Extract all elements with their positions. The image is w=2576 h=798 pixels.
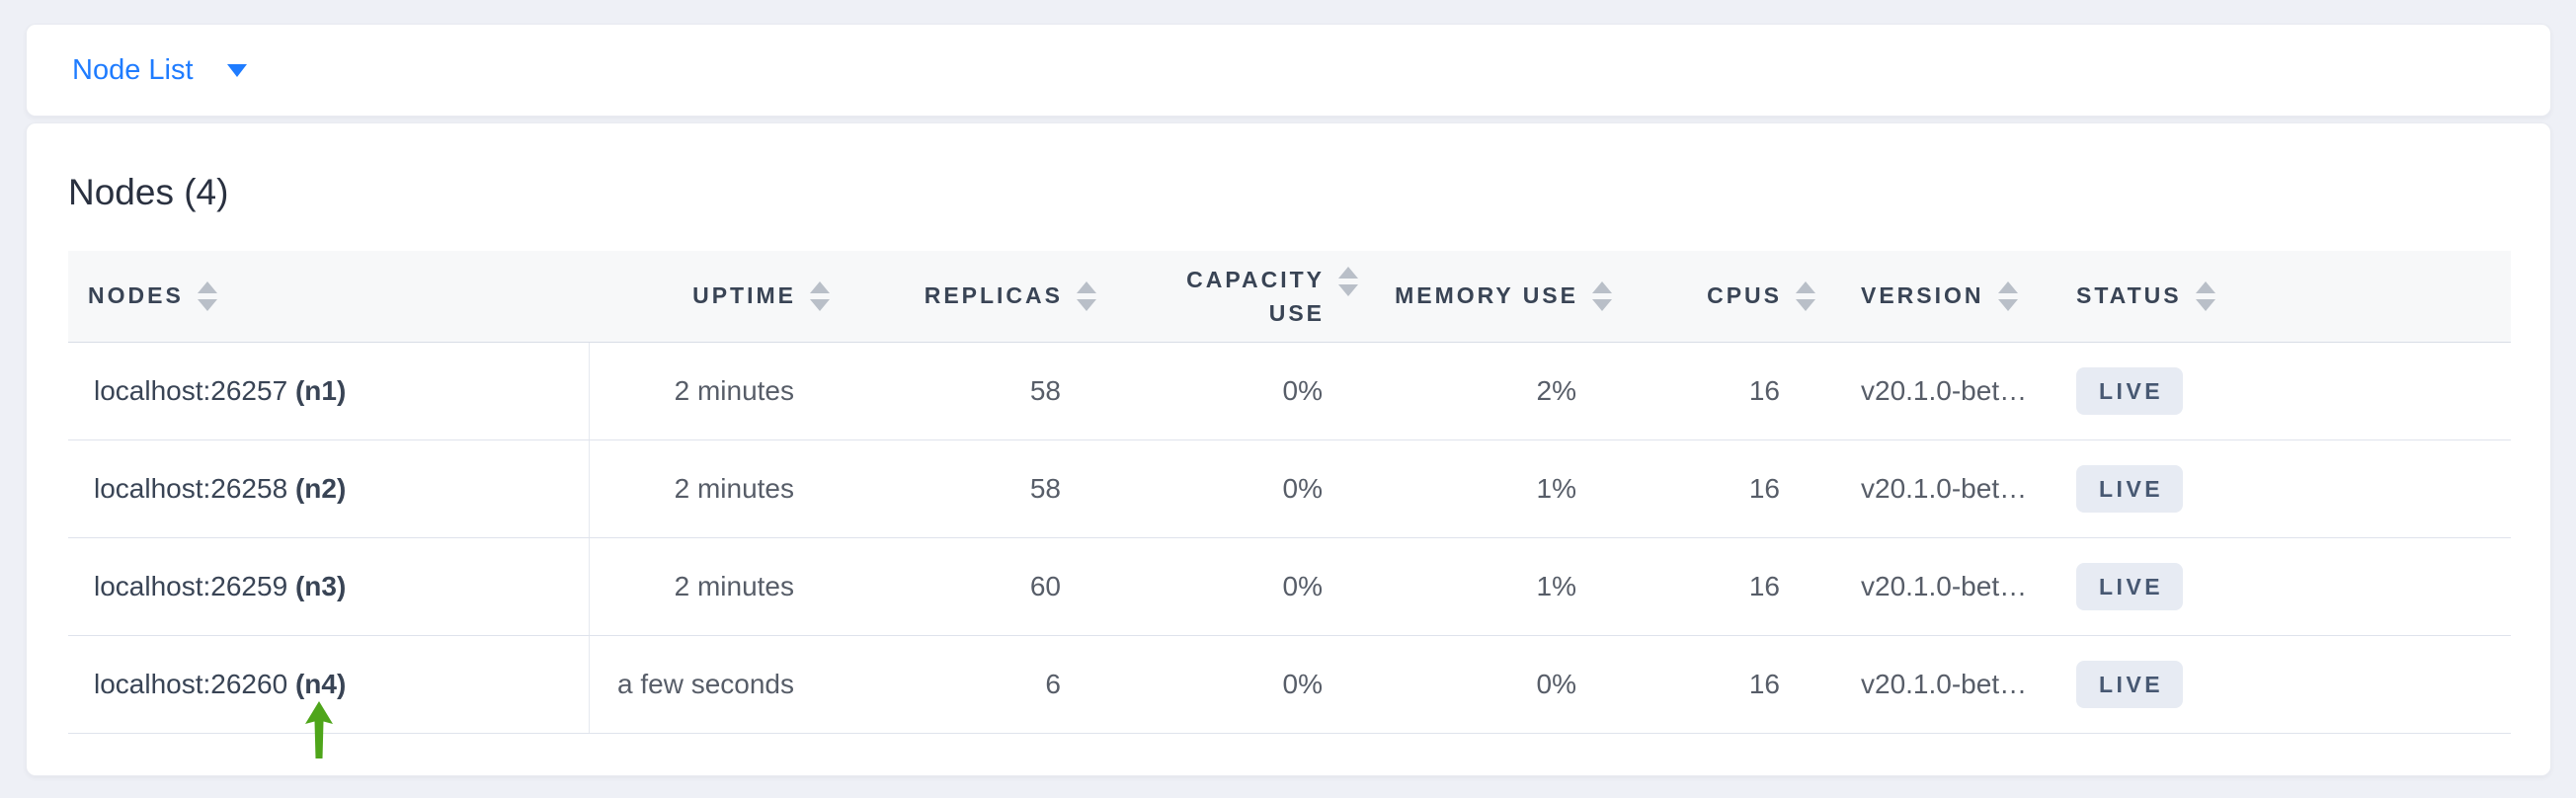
column-header-memory-use-label: MEMORY USE: [1395, 282, 1578, 309]
status-badge: LIVE: [2076, 366, 2184, 415]
cpus-cell: 16: [1618, 537, 1821, 636]
capacity-use-cell: 0%: [1102, 537, 1364, 636]
column-header-capacity-use-label: CAPACITY USE: [1186, 266, 1325, 326]
version-cell: v20.1.0-bet…: [1821, 342, 2058, 440]
memory-use-cell: 1%: [1364, 537, 1618, 636]
node-id: (n3): [294, 570, 347, 601]
cpus-cell: 16: [1618, 342, 1821, 440]
column-header-capacity-use[interactable]: CAPACITY USE: [1102, 251, 1364, 343]
sort-arrows-icon[interactable]: [1338, 266, 1358, 296]
status-cell: LIVE: [2058, 537, 2511, 636]
column-header-uptime-label: UPTIME: [692, 282, 796, 309]
replicas-cell: 58: [836, 342, 1102, 440]
node-address-cell: localhost:26258 (n2): [68, 439, 590, 538]
replicas-cell: 6: [836, 635, 1102, 734]
replicas-cell: 60: [836, 537, 1102, 636]
view-selector-bar: Node List: [26, 24, 2551, 117]
node-address-cell: localhost:26260 (n4): [68, 635, 590, 734]
sort-arrows-icon[interactable]: [1592, 280, 1612, 311]
column-header-replicas-label: REPLICAS: [924, 282, 1063, 309]
uptime-cell: a few seconds: [589, 635, 836, 734]
caret-down-icon: [226, 63, 247, 77]
uptime-cell: 2 minutes: [589, 439, 836, 538]
column-header-status[interactable]: STATUS: [2058, 251, 2511, 343]
page-title: Nodes (4): [68, 172, 229, 212]
column-header-replicas[interactable]: REPLICAS: [836, 251, 1102, 343]
memory-use-cell: 2%: [1364, 342, 1618, 440]
status-badge: LIVE: [2076, 660, 2184, 708]
column-header-cpus[interactable]: CPUS: [1618, 251, 1821, 343]
column-header-status-label: STATUS: [2076, 282, 2182, 309]
table-row-node-3[interactable]: localhost:26259 (n3) 2 minutes 60 0% 1% …: [68, 537, 2511, 636]
sort-arrows-icon[interactable]: [197, 280, 217, 311]
column-header-nodes[interactable]: NODES: [68, 251, 589, 343]
node-id: (n2): [294, 472, 347, 504]
node-id: (n4): [294, 668, 347, 699]
status-badge: LIVE: [2076, 562, 2184, 610]
memory-use-cell: 0%: [1364, 635, 1618, 734]
version-cell: v20.1.0-bet…: [1821, 439, 2058, 538]
version-cell: v20.1.0-bet…: [1821, 635, 2058, 734]
table-row-node-4[interactable]: localhost:26260 (n4) a few seconds 6 0% …: [68, 635, 2511, 734]
sort-arrows-icon[interactable]: [1796, 280, 1815, 311]
status-cell: LIVE: [2058, 635, 2511, 734]
node-id: (n1): [294, 374, 347, 406]
capacity-use-cell: 0%: [1102, 635, 1364, 734]
column-header-uptime[interactable]: UPTIME: [589, 251, 836, 343]
status-cell: LIVE: [2058, 439, 2511, 538]
sort-arrows-icon[interactable]: [2195, 280, 2215, 311]
uptime-cell: 2 minutes: [589, 342, 836, 440]
sort-arrows-icon[interactable]: [1997, 280, 2018, 311]
node-list-dropdown-label: Node List: [72, 53, 194, 86]
capacity-use-cell: 0%: [1102, 342, 1364, 440]
table-header-row: NODES UPTIME REPLICAS: [68, 251, 2511, 343]
version-cell: v20.1.0-bet…: [1821, 537, 2058, 636]
sort-arrows-icon[interactable]: [810, 280, 830, 311]
column-header-cpus-label: CPUS: [1707, 282, 1782, 309]
nodes-panel: Nodes (4) NODES UPTIME: [26, 122, 2551, 776]
cpus-cell: 16: [1618, 439, 1821, 538]
memory-use-cell: 1%: [1364, 439, 1618, 538]
status-badge: LIVE: [2076, 464, 2184, 513]
node-list-dropdown[interactable]: Node List: [72, 54, 247, 87]
cpus-cell: 16: [1618, 635, 1821, 734]
column-header-nodes-label: NODES: [88, 282, 184, 309]
node-list-table: NODES UPTIME REPLICAS: [68, 251, 2511, 734]
table-row-node-2[interactable]: localhost:26258 (n2) 2 minutes 58 0% 1% …: [68, 439, 2511, 538]
column-header-version[interactable]: VERSION: [1821, 251, 2058, 343]
column-header-version-label: VERSION: [1861, 282, 1984, 309]
table-row-node-1[interactable]: localhost:26257 (n1) 2 minutes 58 0% 2% …: [68, 342, 2511, 440]
replicas-cell: 58: [836, 439, 1102, 538]
column-header-memory-use[interactable]: MEMORY USE: [1364, 251, 1618, 343]
capacity-use-cell: 0%: [1102, 439, 1364, 538]
sort-arrows-icon[interactable]: [1077, 280, 1096, 311]
node-address-cell: localhost:26259 (n3): [68, 537, 590, 636]
uptime-cell: 2 minutes: [589, 537, 836, 636]
status-cell: LIVE: [2058, 342, 2511, 440]
node-address-cell: localhost:26257 (n1): [68, 342, 590, 440]
